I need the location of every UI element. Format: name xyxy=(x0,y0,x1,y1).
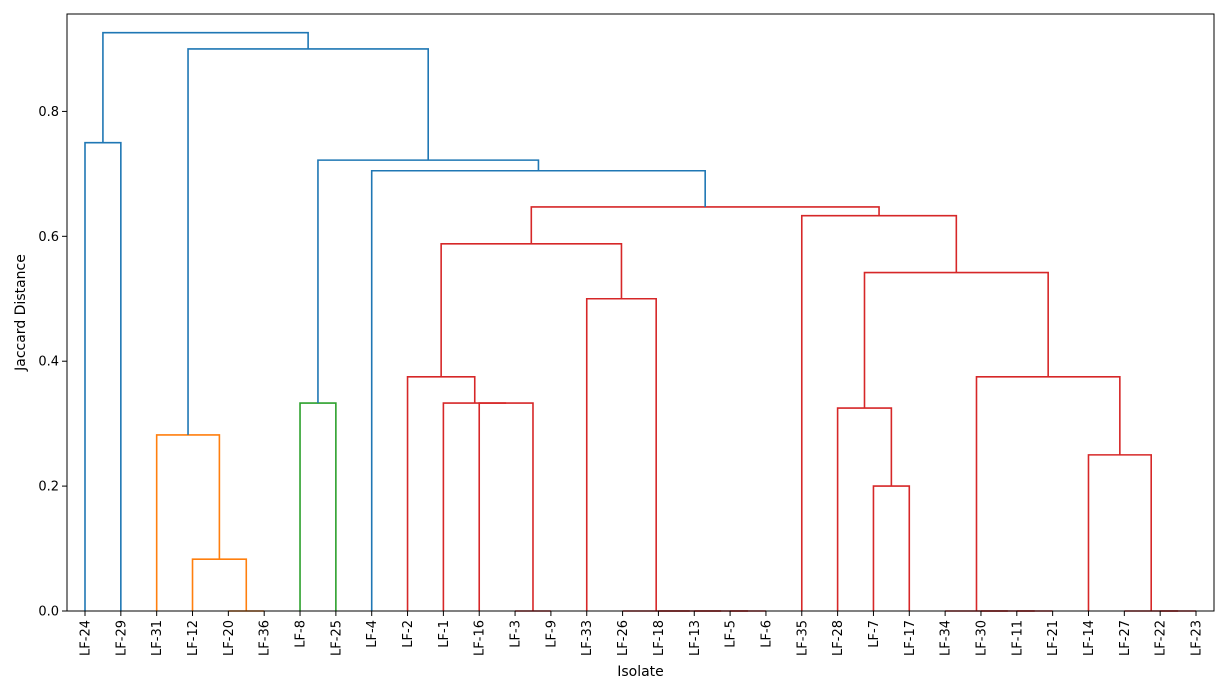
leaf-label: LF-34 xyxy=(939,620,954,656)
leaf-label: LF-31 xyxy=(150,620,165,656)
leaf-label: LF-8 xyxy=(294,620,309,648)
dendrogram-links xyxy=(84,31,1196,612)
dendrogram-link xyxy=(440,243,623,377)
dendrogram-link xyxy=(299,402,337,611)
leaf-label: LF-16 xyxy=(473,620,488,656)
leaf-label: LF-3 xyxy=(509,620,524,648)
dendrogram-link xyxy=(191,558,248,611)
leaf-label: LF-20 xyxy=(222,620,237,656)
x-axis-title: Isolate xyxy=(617,664,664,680)
leaf-label: LF-36 xyxy=(258,620,273,656)
leaf-label: LF-30 xyxy=(974,620,989,656)
dendrogram-link xyxy=(155,434,221,611)
y-tick-label: 0.2 xyxy=(38,480,59,495)
x-axis: LF-24 LF-29 LF-31 LF-12 LF-20 LF-36 LF-8 LF-25 L… xyxy=(79,611,1205,656)
leaf-label: LF-7 xyxy=(867,620,882,648)
leaf-label: LF-6 xyxy=(759,620,774,648)
y-axis: 0.0 0.2 0.4 0.6 0.8 xyxy=(38,105,67,620)
leaf-label: LF-35 xyxy=(795,620,810,656)
y-tick-label: 0.0 xyxy=(38,605,59,620)
leaf-label: LF-11 xyxy=(1010,620,1025,656)
y-tick-label: 0.4 xyxy=(38,355,59,370)
leaf-label: LF-14 xyxy=(1082,620,1097,656)
y-tick-label: 0.6 xyxy=(38,230,59,245)
leaf-label: LF-24 xyxy=(79,620,94,656)
leaf-label: LF-23 xyxy=(1190,620,1205,656)
dendrogram-link xyxy=(102,31,309,143)
leaf-label: LF-28 xyxy=(831,620,846,656)
leaf-label: LF-26 xyxy=(616,620,631,656)
dendrogram-link xyxy=(478,402,534,611)
leaf-label: LF-4 xyxy=(365,620,380,648)
leaf-label: LF-18 xyxy=(652,620,667,656)
leaf-label: LF-17 xyxy=(903,620,918,656)
leaf-label: LF-2 xyxy=(401,620,416,648)
dendrogram-link xyxy=(317,159,540,404)
leaf-label: LF-9 xyxy=(544,620,559,648)
dendrogram-link xyxy=(872,485,911,611)
leaf-label: LF-29 xyxy=(114,620,129,656)
dendrogram-link xyxy=(836,407,893,611)
plot-frame xyxy=(66,13,1215,612)
dendrogram-link xyxy=(442,402,507,611)
leaf-label: LF-21 xyxy=(1046,620,1061,656)
leaf-label: LF-1 xyxy=(437,620,452,648)
dendrogram-link xyxy=(1087,454,1152,611)
dendrogram-link xyxy=(975,376,1121,611)
leaf-label: LF-25 xyxy=(329,620,344,656)
dendrogram-link xyxy=(84,141,122,611)
dendrogram-link xyxy=(530,206,880,244)
leaf-label: LF-27 xyxy=(1118,620,1133,656)
y-axis-title: Jaccard Distance xyxy=(13,254,29,372)
leaf-label: LF-33 xyxy=(580,620,595,656)
dendrogram-link xyxy=(800,214,958,611)
dendrogram-link xyxy=(585,297,657,611)
leaf-label: LF-22 xyxy=(1154,620,1169,656)
y-tick-label: 0.8 xyxy=(38,105,59,120)
leaf-label: LF-12 xyxy=(186,620,201,656)
dendrogram-link xyxy=(406,376,476,611)
leaf-label: LF-5 xyxy=(724,620,739,648)
leaf-label: LF-13 xyxy=(688,620,703,656)
dendrogram-link xyxy=(187,48,429,435)
dendrogram-link xyxy=(863,271,1049,409)
dendrogram-link xyxy=(370,169,706,611)
